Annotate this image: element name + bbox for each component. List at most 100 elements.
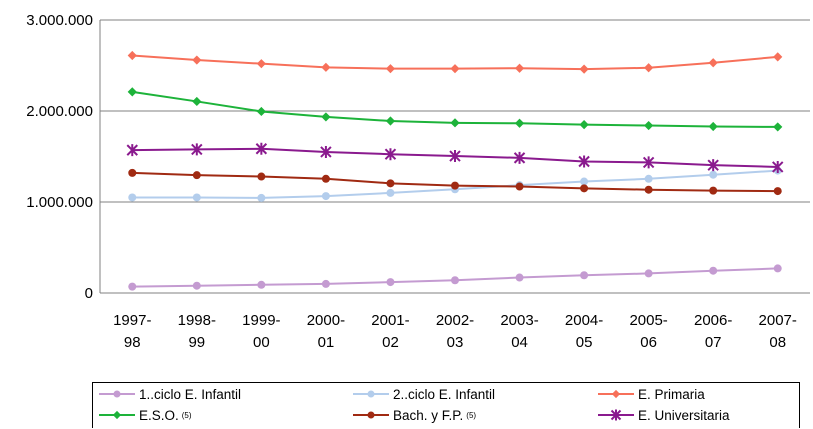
x-axis-ticks: 1997-98 1998-99 1999-00 2000-01 2001-02 2002-… — [113, 312, 797, 351]
series-line — [128, 264, 782, 291]
data-point — [773, 122, 783, 132]
legend-label: E. Universitaria — [638, 407, 730, 423]
y-tick-label: 0 — [85, 285, 93, 302]
data-point — [321, 279, 330, 288]
data-point — [321, 174, 330, 183]
data-point — [707, 159, 719, 172]
data-point — [514, 118, 525, 128]
data-point — [450, 64, 460, 74]
data-point — [773, 52, 783, 62]
x-tick-label: 1997-98 — [113, 312, 151, 351]
series-line — [128, 168, 782, 196]
data-point — [513, 151, 526, 164]
data-point — [257, 172, 266, 181]
legend-item: E. Universitaria — [598, 406, 730, 424]
data-point — [580, 271, 589, 280]
legend-label: Bach. y F.P. — [393, 407, 464, 423]
x-tick-label: 2005-06 — [629, 312, 667, 351]
data-point — [644, 120, 654, 131]
legend-note: (5) — [466, 410, 477, 420]
series-line — [127, 87, 783, 132]
data-point — [644, 185, 653, 194]
data-point — [515, 273, 524, 282]
data-point — [578, 155, 590, 168]
x-tick-label: 2004-05 — [565, 312, 603, 351]
data-point — [644, 63, 654, 73]
data-point — [127, 50, 137, 61]
data-point — [257, 280, 266, 289]
data-point — [773, 264, 782, 273]
data-point — [127, 87, 137, 97]
x-tick-label: 2002-03 — [436, 312, 474, 351]
data-point — [611, 389, 621, 399]
data-point — [128, 282, 137, 291]
data-point — [257, 193, 266, 202]
data-point — [128, 193, 137, 202]
data-point — [709, 266, 718, 275]
legend-item: E.S.O. (5) — [99, 406, 192, 424]
data-point — [367, 411, 375, 419]
data-point — [580, 177, 589, 186]
legend-item: 1..ciclo E. Infantil — [99, 385, 241, 403]
legend-label: 1..ciclo E. Infantil — [139, 386, 242, 402]
x-tick-label: 2001-02 — [371, 312, 409, 351]
data-point — [579, 64, 589, 74]
legend-label: E.S.O. — [139, 407, 179, 423]
data-point — [708, 121, 718, 132]
x-tick-label: 1999-00 — [242, 312, 280, 351]
data-point — [321, 112, 331, 122]
data-point — [449, 150, 461, 163]
data-point — [192, 171, 201, 180]
data-point — [386, 179, 395, 188]
x-tick-label: 2007-08 — [759, 312, 797, 351]
data-point — [256, 59, 266, 69]
y-tick-label: 3.000.000 — [26, 12, 93, 29]
data-point — [113, 390, 121, 398]
data-point — [451, 276, 459, 285]
legend-swatch — [598, 389, 634, 399]
data-point — [644, 174, 653, 183]
data-point — [580, 184, 589, 193]
data-point — [579, 120, 589, 130]
legend-swatch — [99, 410, 135, 420]
legend-swatch — [353, 390, 389, 398]
data-point — [514, 63, 525, 73]
data-point — [192, 96, 202, 107]
legend-swatch — [99, 390, 135, 398]
data-point — [256, 106, 266, 117]
data-point — [320, 145, 332, 158]
data-point — [191, 143, 203, 156]
y-tick-label: 1.000.000 — [26, 194, 93, 211]
data-point — [384, 148, 397, 161]
line-chart: 0 1.000.000 2.000.000 3.000.000 1997-98 1998… — [26, 12, 810, 351]
data-point — [515, 182, 524, 191]
x-tick-label: 2003-04 — [500, 312, 538, 351]
data-point — [385, 116, 396, 126]
y-tick-label: 2.000.000 — [26, 103, 93, 120]
data-point — [709, 186, 718, 195]
legend-swatch — [353, 411, 389, 419]
legend-label: 2..ciclo E. Infantil — [393, 386, 496, 402]
data-point — [255, 142, 268, 155]
data-point — [642, 156, 655, 169]
x-tick-label: 1998-99 — [178, 312, 216, 351]
data-point — [451, 181, 459, 190]
series-line — [127, 50, 783, 74]
series-group — [126, 50, 784, 291]
data-point — [321, 62, 331, 72]
legend-swatch — [598, 409, 634, 421]
data-point — [321, 192, 330, 201]
legend-item: 2..ciclo E. Infantil — [353, 385, 495, 403]
data-point — [385, 64, 396, 74]
data-point — [126, 144, 138, 157]
data-point — [450, 118, 460, 128]
data-point — [709, 170, 718, 179]
data-point — [192, 55, 202, 65]
data-point — [112, 410, 122, 420]
legend-item: Bach. y F.P. (5) — [353, 406, 476, 424]
data-point — [386, 188, 395, 197]
data-point — [386, 278, 395, 287]
data-point — [610, 409, 622, 421]
data-point — [128, 168, 137, 177]
y-axis-ticks: 0 1.000.000 2.000.000 3.000.000 — [26, 12, 93, 302]
